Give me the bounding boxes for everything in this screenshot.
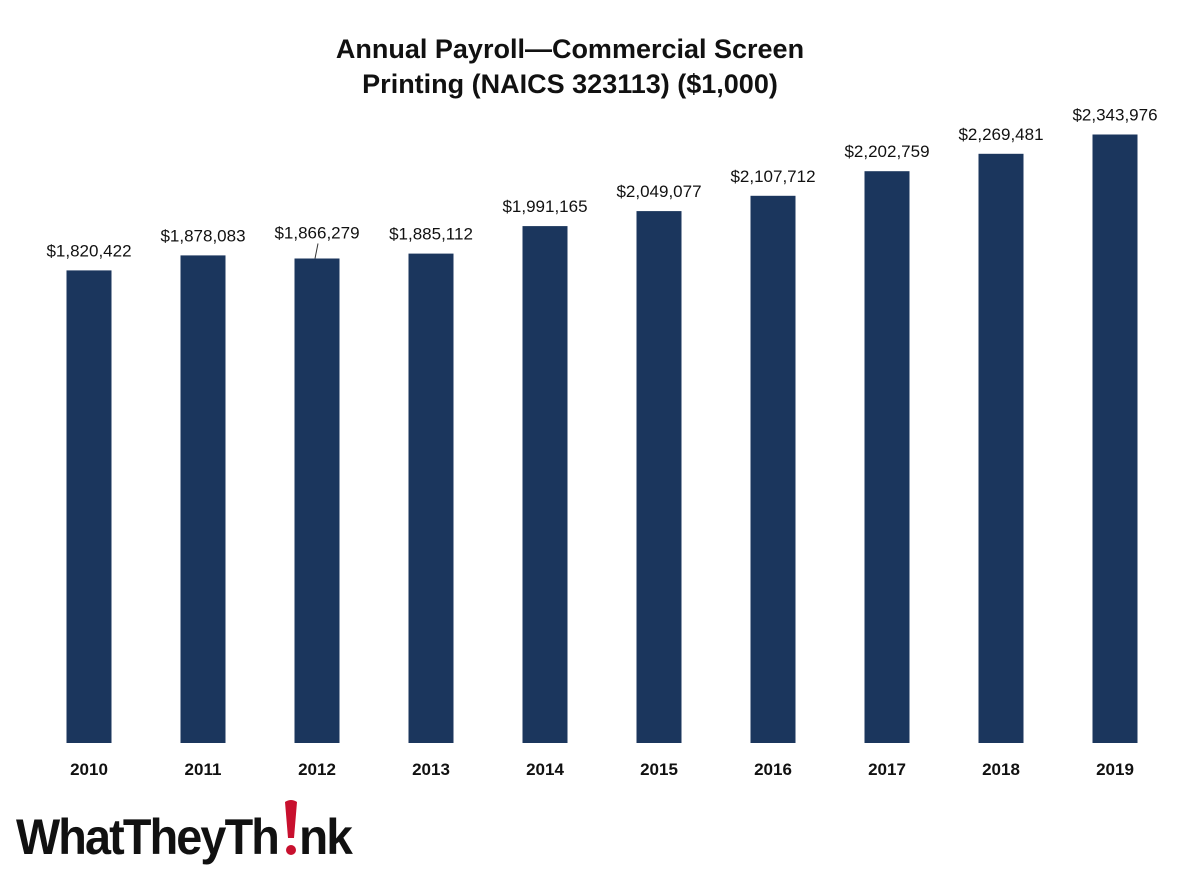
- x-tick-2017: 2017: [868, 760, 906, 779]
- x-tick-2019: 2019: [1096, 760, 1134, 779]
- x-tick-2013: 2013: [412, 760, 450, 779]
- bar-2013: [408, 253, 454, 743]
- leader-line-2012: [314, 243, 319, 259]
- x-tick-2018: 2018: [982, 760, 1020, 779]
- chart-title-line-2: Printing (NAICS 323113) ($1,000): [362, 69, 778, 99]
- value-label-2012: $1,866,279: [274, 224, 359, 243]
- value-label-2013: $1,885,112: [389, 225, 473, 244]
- bar-2011: [180, 255, 226, 743]
- logo-exclamation-mark: [285, 800, 297, 838]
- bar-2019: [1092, 134, 1138, 743]
- bar-2015: [636, 211, 682, 744]
- value-label-2017: $2,202,759: [844, 142, 929, 161]
- value-label-2016: $2,107,712: [730, 167, 815, 186]
- x-tick-2014: 2014: [526, 760, 564, 779]
- logo-exclamation-dot: [286, 845, 296, 855]
- whattheythink-logo: WhatTheyTh nk: [16, 800, 355, 865]
- x-tick-group: 2010 2011 2012 2013 2014 2015 2016 2017 2018 2019: [70, 760, 1134, 779]
- svg-text:WhatTheyTh: WhatTheyTh: [16, 809, 278, 865]
- chart-title-line-1: Annual Payroll—Commercial Screen: [336, 34, 804, 64]
- svg-text:nk: nk: [299, 809, 353, 865]
- value-label-2010: $1,820,422: [46, 241, 131, 260]
- value-label-2019: $2,343,976: [1072, 106, 1157, 125]
- bar-2010: [66, 270, 112, 743]
- value-label-2018: $2,269,481: [958, 125, 1043, 144]
- x-tick-2015: 2015: [640, 760, 678, 779]
- value-label-2014: $1,991,165: [502, 197, 587, 216]
- value-label-2015: $2,049,077: [616, 182, 701, 201]
- bar-2014: [522, 226, 568, 744]
- bar-2012: [294, 258, 340, 743]
- value-label-2011: $1,878,083: [160, 226, 245, 245]
- bar-2018: [978, 153, 1024, 744]
- x-tick-2011: 2011: [185, 760, 222, 779]
- bar-2017: [864, 171, 910, 743]
- x-tick-2010: 2010: [70, 760, 108, 779]
- bar-group: [66, 134, 1138, 744]
- value-label-group: $1,820,422 $1,878,083 $1,866,279 $1,885,112…: [46, 106, 1157, 261]
- bar-2016: [750, 195, 796, 744]
- x-tick-2012: 2012: [298, 760, 336, 779]
- x-tick-2016: 2016: [754, 760, 792, 779]
